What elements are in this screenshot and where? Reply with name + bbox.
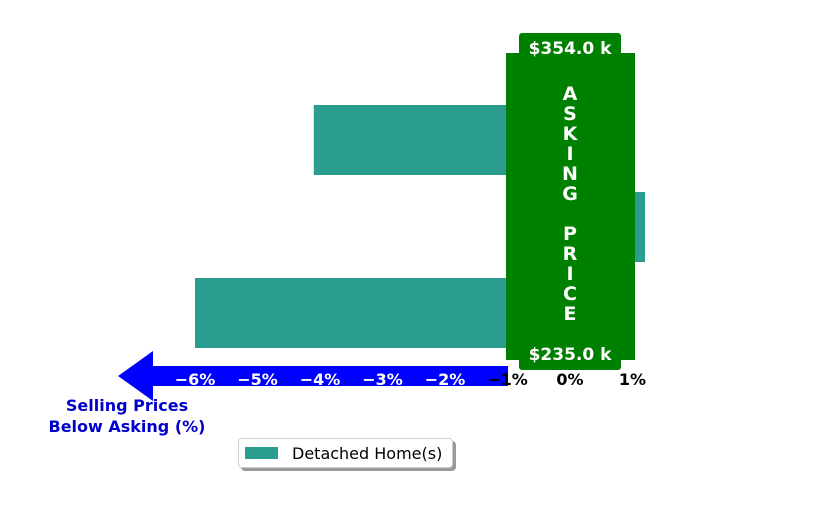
x-tick-label: −5%: [237, 370, 278, 389]
asking-bottom-value: $235.0 k: [529, 345, 613, 365]
legend-swatch-detached: [245, 447, 278, 459]
below-asking-arrow: [118, 351, 508, 401]
asking-top-value-box: [519, 33, 621, 61]
legend: Detached Home(s): [238, 438, 453, 468]
x-tick-label: 0%: [556, 370, 583, 389]
x-tick-label: −2%: [425, 370, 466, 389]
x-tick-label: −1%: [487, 370, 528, 389]
x-axis-label-layer: Selling Prices Below Asking (%): [49, 396, 206, 436]
axis-arrow-layer: [118, 351, 508, 401]
asking-price-band: [506, 53, 635, 360]
asking-top-value: $354.0 k: [529, 39, 613, 59]
x-axis-label: Selling Prices Below Asking (%): [49, 396, 206, 436]
x-tick-label: 1%: [619, 370, 646, 389]
legend-label-detached: Detached Home(s): [292, 443, 443, 463]
x-tick-label: −3%: [362, 370, 403, 389]
x-tick-label: −4%: [300, 370, 341, 389]
asking-bottom-value-box: [519, 341, 621, 370]
x-tick-label: −6%: [175, 370, 216, 389]
x-tick-layer: −6% −5% −4% −3% −2% −1% 0% 1%: [175, 370, 646, 389]
